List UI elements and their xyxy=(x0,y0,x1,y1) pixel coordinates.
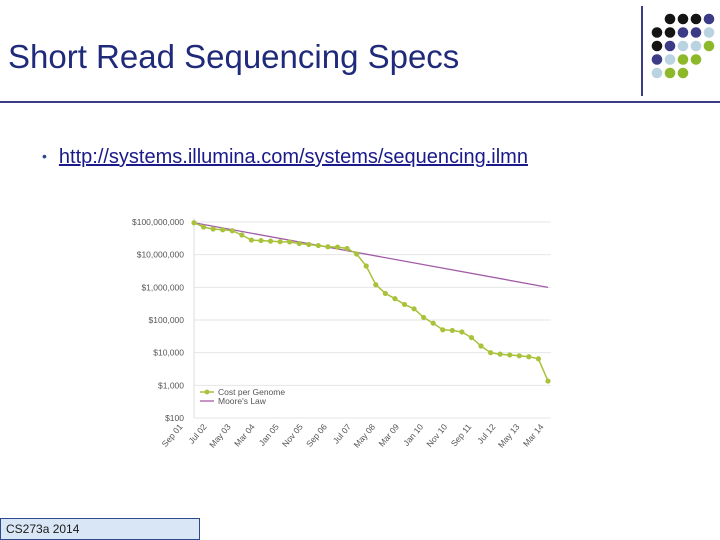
slide-title: Short Read Sequencing Specs xyxy=(8,38,460,75)
series-line-moores-law xyxy=(193,222,549,288)
data-point xyxy=(421,314,427,321)
decorative-dot xyxy=(664,54,676,65)
legend-marker-cost xyxy=(204,389,210,395)
legend-label-moore: Moore's Law xyxy=(218,396,267,406)
decorative-dot xyxy=(664,13,676,25)
x-tick-label: Jul 12 xyxy=(475,422,497,446)
data-point xyxy=(334,244,341,250)
x-tick-label: May 13 xyxy=(496,422,522,450)
x-tick-label: Jul 07 xyxy=(331,422,353,446)
decorative-dot xyxy=(690,54,702,65)
y-tick-label: $100 xyxy=(165,413,184,423)
x-tick-label: Nov 05 xyxy=(280,422,305,449)
data-point xyxy=(354,251,360,257)
data-point xyxy=(497,351,503,357)
y-tick-label: $10,000,000 xyxy=(137,250,185,260)
data-point xyxy=(363,263,369,269)
decorative-dot xyxy=(677,67,689,79)
data-point xyxy=(296,240,302,247)
data-point xyxy=(526,354,532,360)
data-point xyxy=(344,245,350,252)
data-point xyxy=(200,224,207,230)
data-point xyxy=(287,239,293,245)
decorative-dot xyxy=(703,40,715,52)
x-tick-label: Sep 01 xyxy=(160,422,185,449)
decorative-dot xyxy=(690,40,702,52)
decorative-dot xyxy=(703,13,715,25)
data-point xyxy=(459,329,465,335)
vertical-divider xyxy=(641,6,643,96)
illumina-link[interactable]: http://systems.illumina.com/systems/sequ… xyxy=(58,146,528,168)
x-tick-label: Sep 06 xyxy=(304,422,329,449)
y-tick-label: $1,000 xyxy=(158,380,184,390)
y-tick-label: $100,000 xyxy=(149,315,185,325)
data-point xyxy=(449,327,455,334)
data-point xyxy=(248,237,255,243)
bullet-item: • http://systems.illumina.com/systems/seq… xyxy=(42,146,528,169)
data-point xyxy=(430,320,436,326)
decorative-dot xyxy=(651,27,663,38)
y-tick-label: $10,000 xyxy=(153,348,184,358)
bullet-icon: • xyxy=(42,148,47,164)
decorative-dot xyxy=(664,40,676,52)
data-point xyxy=(325,244,331,250)
x-tick-label: Mar 04 xyxy=(232,422,257,449)
data-point xyxy=(191,220,197,226)
x-tick-label: Jul 02 xyxy=(186,422,208,446)
decorative-dot xyxy=(690,27,702,38)
data-point xyxy=(239,232,245,238)
legend-label-cost: Cost per Genome xyxy=(218,387,285,397)
data-point xyxy=(382,290,388,297)
data-point xyxy=(315,242,321,249)
data-point xyxy=(535,356,542,362)
decorative-dot xyxy=(677,13,689,25)
data-point xyxy=(401,301,408,308)
y-tick-label: $1,000,000 xyxy=(141,282,184,292)
decorative-dot xyxy=(651,54,663,65)
x-tick-label: Mar 14 xyxy=(521,422,546,449)
data-point xyxy=(507,352,513,358)
cost-per-genome-chart: $100,000,000 $10,000,000 $1,000,000 $100,00… xyxy=(132,217,551,450)
y-tick-label: $100,000,000 xyxy=(132,217,184,227)
decorative-dot xyxy=(651,40,663,52)
decorative-dot xyxy=(677,54,689,65)
x-tick-label: May 03 xyxy=(207,422,233,450)
data-point xyxy=(545,378,551,384)
x-tick-label: Jan 05 xyxy=(257,422,281,448)
decorative-dot xyxy=(651,67,663,79)
data-point xyxy=(468,334,475,341)
data-point xyxy=(220,227,226,233)
x-tick-label: Mar 09 xyxy=(376,422,401,449)
title-divider xyxy=(0,101,720,103)
decorative-dot xyxy=(677,40,689,52)
data-point xyxy=(392,296,398,302)
decorative-dot xyxy=(677,27,689,38)
data-point xyxy=(306,241,312,248)
data-point xyxy=(478,343,484,349)
footer-box: CS273a 2014 xyxy=(0,518,200,540)
data-point xyxy=(487,350,494,356)
x-tick-label: May 08 xyxy=(351,422,377,450)
decorative-dot xyxy=(703,27,715,38)
data-point xyxy=(277,239,283,245)
data-point xyxy=(258,237,264,244)
series-line-cost-per-genome xyxy=(193,222,549,382)
data-point xyxy=(229,228,235,234)
decorative-dot-grid xyxy=(651,13,715,79)
decorative-dot xyxy=(664,67,676,79)
data-point xyxy=(411,306,417,312)
data-point xyxy=(516,353,522,359)
data-point xyxy=(373,282,379,288)
x-tick-label: Sep 11 xyxy=(449,422,474,449)
decorative-dot xyxy=(690,13,702,25)
x-tick-label: Nov 10 xyxy=(424,422,449,449)
decorative-dot xyxy=(664,27,676,38)
data-point xyxy=(267,238,274,244)
x-tick-label: Jan 10 xyxy=(401,422,425,448)
footer-text: CS273a 2014 xyxy=(6,522,80,536)
data-point xyxy=(440,327,446,333)
data-point xyxy=(210,226,216,232)
